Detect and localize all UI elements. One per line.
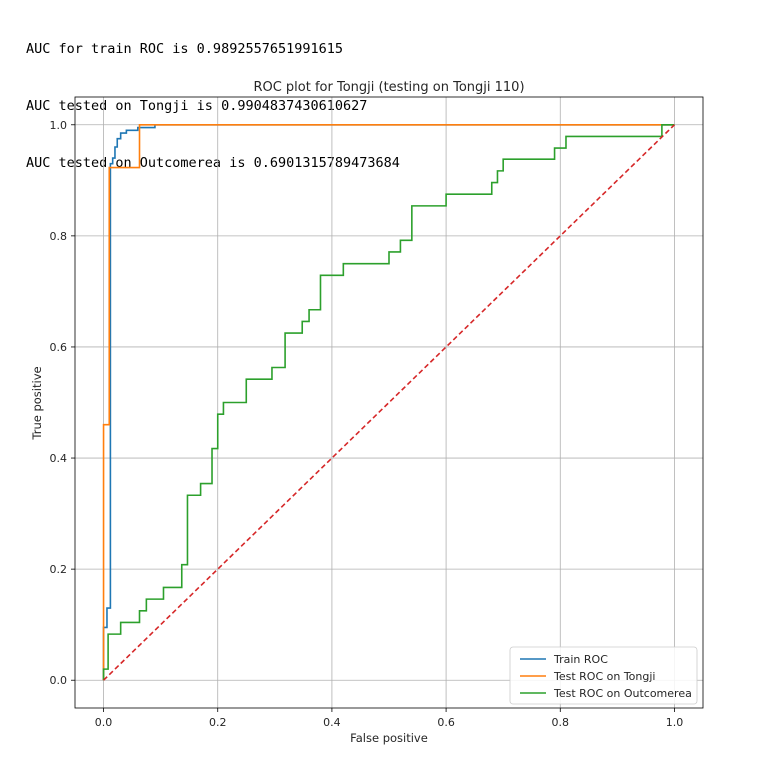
y-axis-label: True positive (30, 366, 44, 440)
legend-label: Train ROC (553, 653, 608, 666)
y-tick-label: 1.0 (50, 119, 68, 132)
x-tick-label: 0.4 (323, 716, 341, 729)
x-tick-label: 0.6 (437, 716, 455, 729)
chart-title: ROC plot for Tongji (testing on Tongji 1… (253, 80, 524, 95)
legend-label: Test ROC on Outcomerea (553, 687, 692, 700)
legend-label: Test ROC on Tongji (553, 670, 655, 683)
series-line-test-roc-on-tongji (102, 123, 675, 681)
x-tick-label: 0.8 (552, 716, 570, 729)
x-tick-label: 0.2 (209, 716, 227, 729)
y-tick-label: 0.4 (50, 452, 68, 465)
x-tick-label: 0.0 (95, 716, 113, 729)
series-line-test-roc-on-outcomerea (102, 123, 675, 681)
y-tick-label: 0.8 (50, 230, 68, 243)
ticks: 0.0 0.2 0.4 0.6 0.8 1.0 0.0 0.2 0.4 0.6 0.8 1.0 (50, 119, 684, 729)
plot-frame (74, 96, 704, 709)
x-axis-label: False positive (350, 731, 428, 745)
console-line: AUC for train ROC is 0.9892557651991615 (26, 41, 343, 57)
y-tick-label: 0.6 (50, 341, 68, 354)
legend-box (509, 646, 698, 705)
y-tick-label: 0.2 (50, 563, 68, 576)
y-tick-label: 0.0 (50, 674, 68, 687)
series-line-diagonal (102, 124, 676, 681)
legend: Train ROC Test ROC on Tongji Test ROC on O… (509, 646, 698, 705)
console-line: AUC tested on Tongji is 0.99048374306106… (26, 98, 368, 114)
x-tick-label: 1.0 (666, 716, 684, 729)
console-output: AUC for train ROC is 0.9892557651991615 … (26, 2, 400, 192)
series-line-train-roc (102, 123, 675, 681)
series-group (102, 123, 676, 681)
